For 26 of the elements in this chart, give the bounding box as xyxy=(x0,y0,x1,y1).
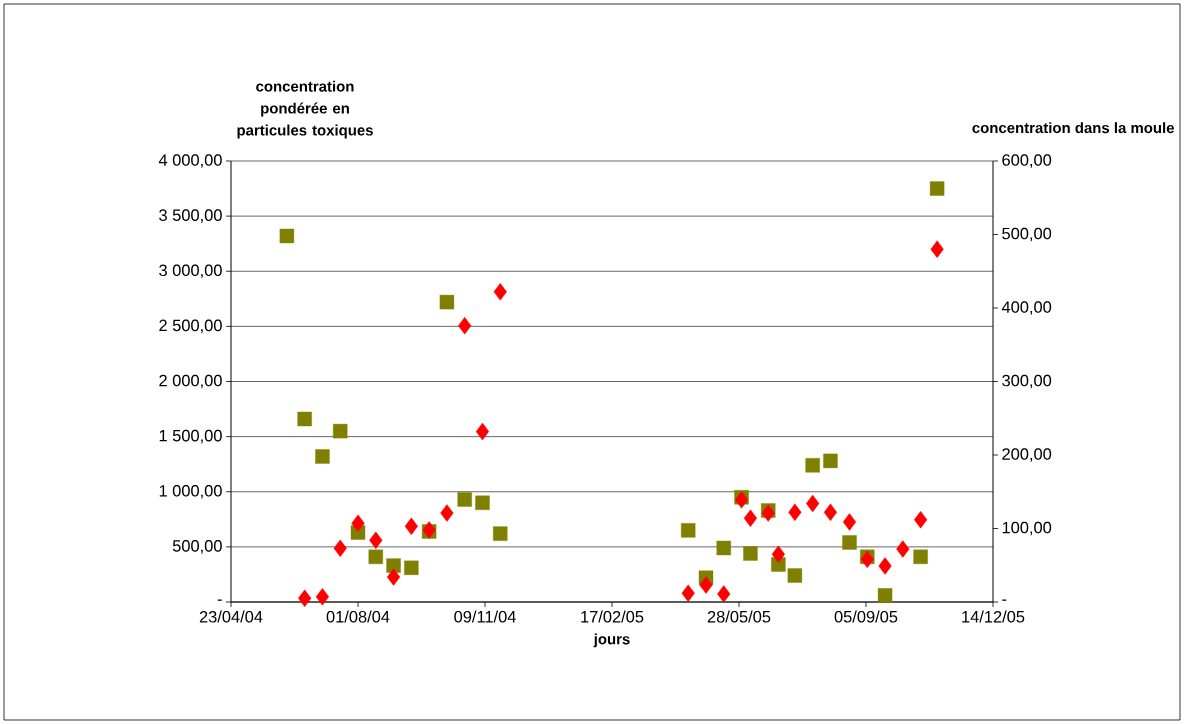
x-axis-title: jours xyxy=(593,633,630,648)
y2-tick-label: 400,00 xyxy=(1001,301,1052,315)
y2-tick-label: 600,00 xyxy=(1002,154,1052,168)
x-tick-label: 23/04/04 xyxy=(199,610,263,623)
x-tick-label: 05/09/05 xyxy=(834,610,898,623)
y2-tick-label: 300,00 xyxy=(1002,374,1052,389)
y-tick-label: 4 000,00 xyxy=(158,154,222,168)
y-tick-label: 1 500,00 xyxy=(159,429,222,444)
y-tick-label: 500,00 xyxy=(172,540,222,554)
y-tick-label: 2 000,00 xyxy=(159,374,222,389)
y-tick-label: 3 500,00 xyxy=(159,209,222,223)
x-tick-label: 14/12/05 xyxy=(962,610,1025,623)
y2-tick-label: 200,00 xyxy=(1002,448,1052,462)
y2-tick-label: - xyxy=(1002,599,1007,601)
y2-tick-label: 100,00 xyxy=(1002,521,1052,536)
y-axis-title: concentration pondérée en particules toxiques xyxy=(237,80,373,139)
y-tick-label: 1 000,00 xyxy=(159,484,222,499)
y-tick-label: 2 500,00 xyxy=(159,319,222,334)
y-tick-label: 3 000,00 xyxy=(159,264,222,279)
x-tick-label: 01/08/04 xyxy=(326,610,390,623)
x-tick-label: 28/05/05 xyxy=(707,610,771,623)
y2-axis-title: concentration dans la moule xyxy=(972,122,1174,134)
x-tick-label: 17/02/05 xyxy=(581,610,644,623)
y2-tick-label: 500,00 xyxy=(1002,227,1052,242)
y-tick-label: - xyxy=(217,599,222,601)
x-tick-label: 09/11/04 xyxy=(454,610,516,623)
